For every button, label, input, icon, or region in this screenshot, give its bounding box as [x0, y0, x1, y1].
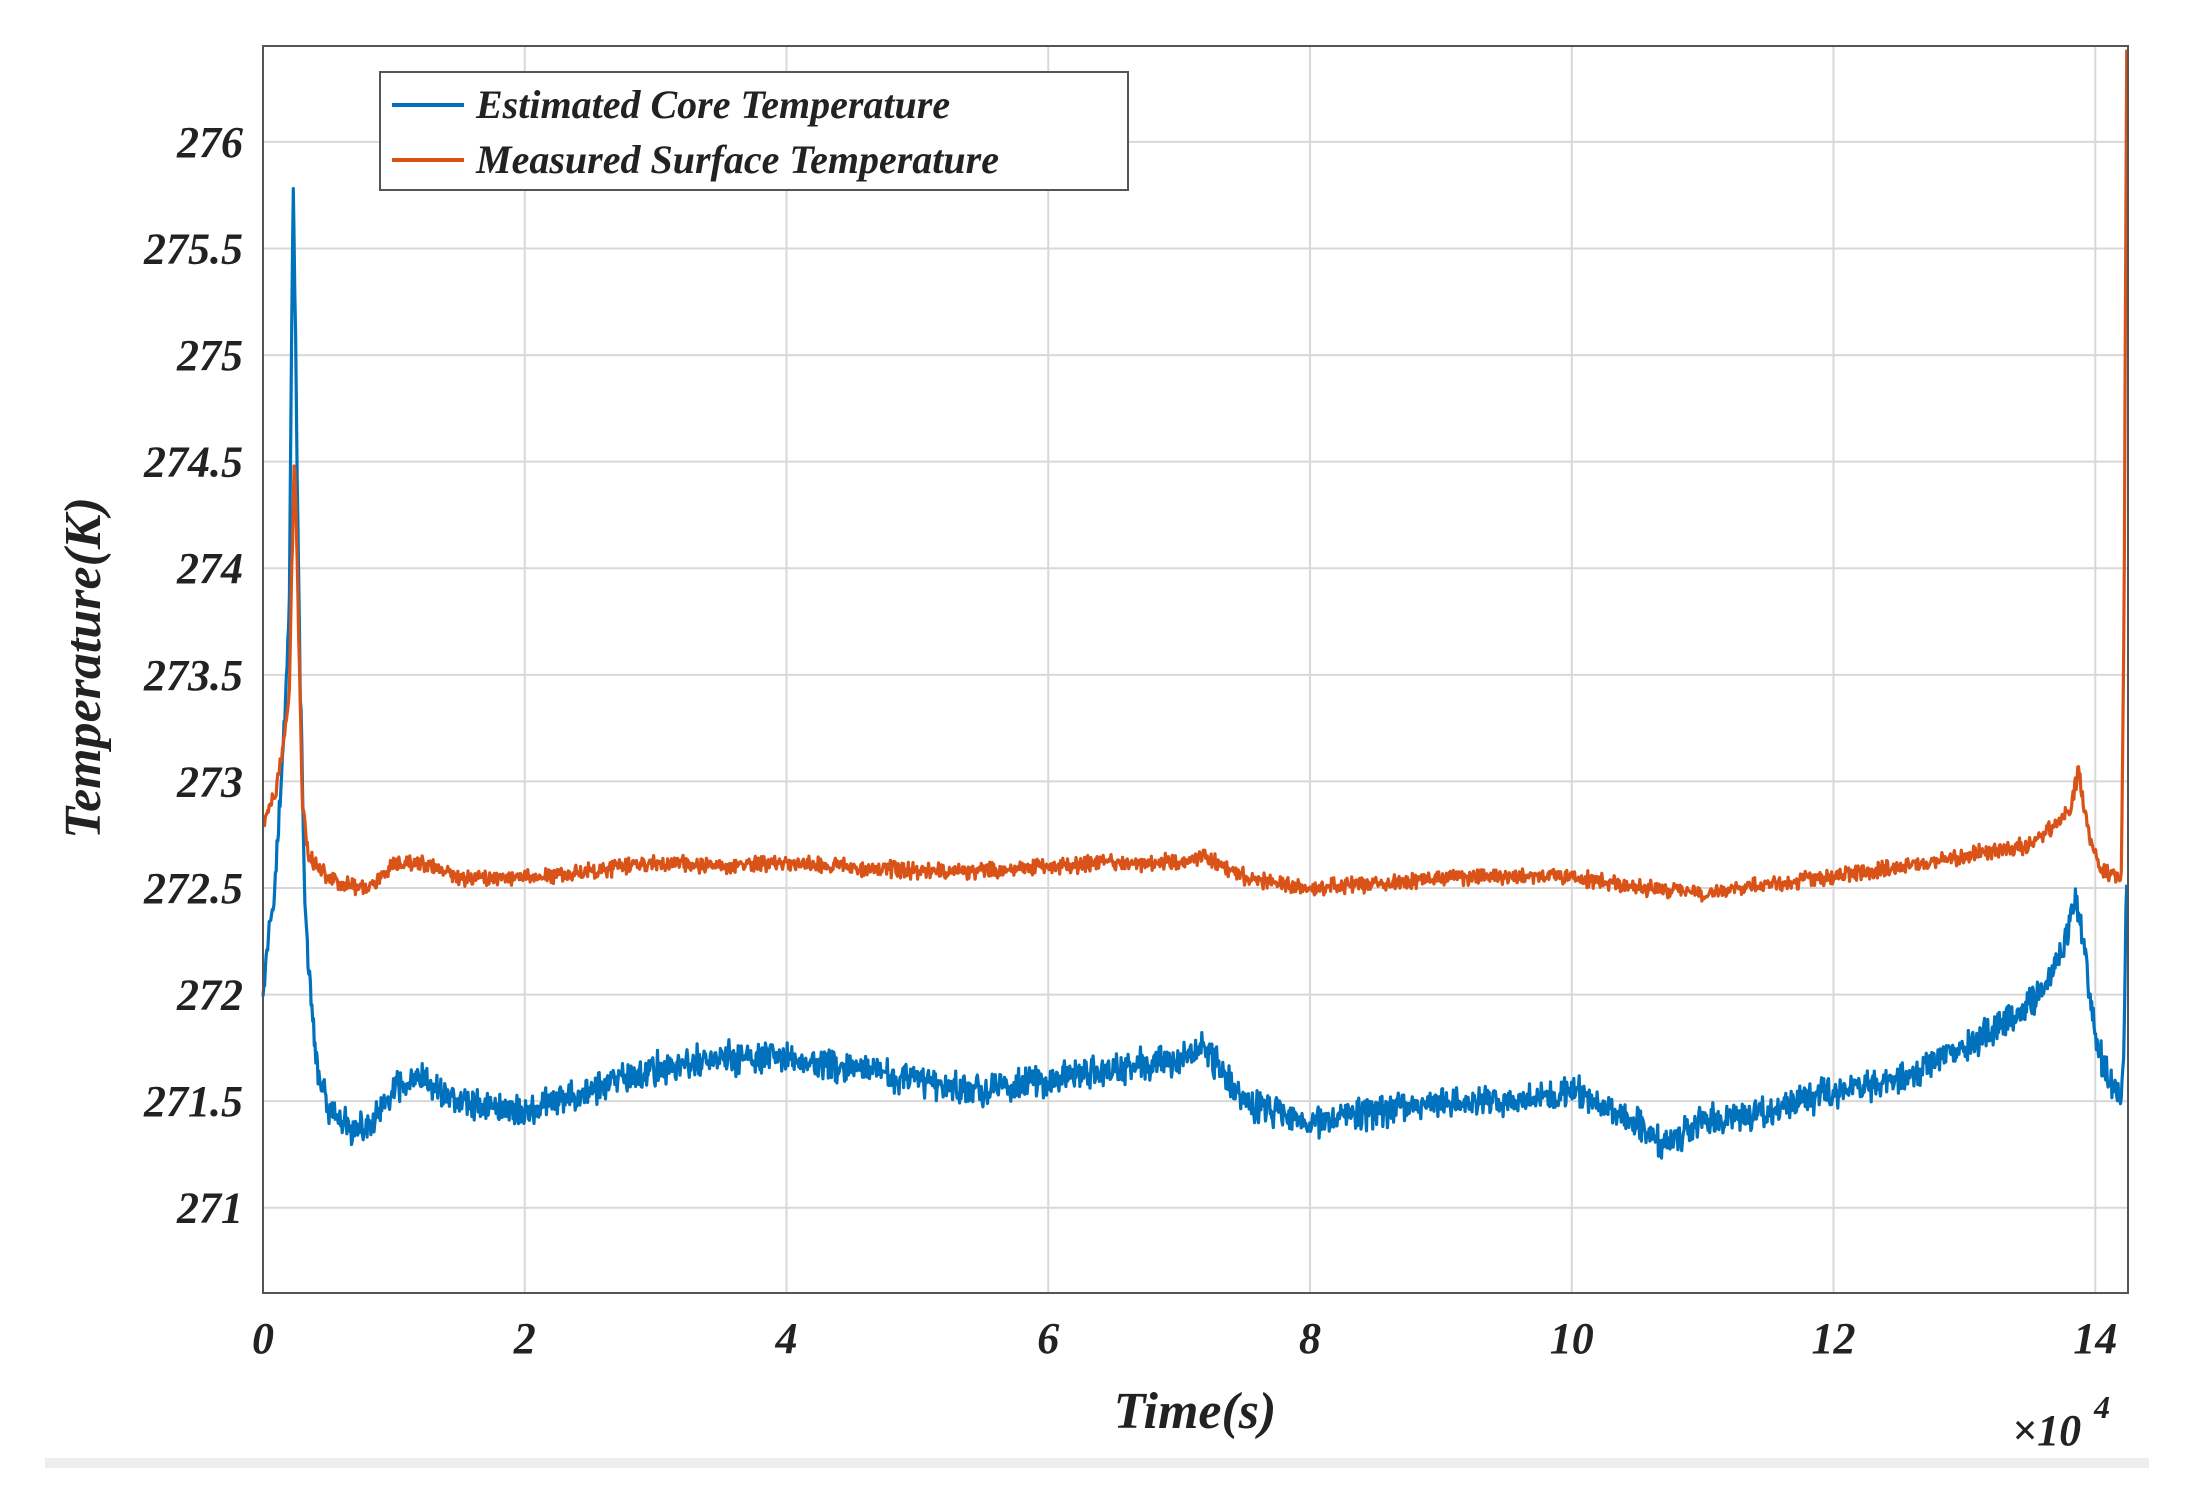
x-tick-labels: 0 2 4 6 8 10 12 14 — [252, 1314, 2117, 1363]
y-tick-label: 273.5 — [143, 651, 243, 700]
x-multiplier-exponent: 4 — [2093, 1389, 2110, 1425]
x-tick-label: 8 — [1299, 1314, 1321, 1363]
y-tick-label: 271 — [176, 1184, 243, 1233]
legend-label-estimated-core-temperature: Estimated Core Temperature — [475, 82, 950, 127]
y-tick-label: 276 — [176, 118, 243, 167]
y-tick-label: 271.5 — [143, 1077, 243, 1126]
y-tick-label: 274.5 — [143, 438, 243, 487]
x-tick-label: 10 — [1550, 1314, 1594, 1363]
x-tick-label: 4 — [775, 1314, 798, 1363]
y-tick-label: 275 — [176, 331, 243, 380]
x-tick-label: 0 — [252, 1314, 274, 1363]
x-multiplier-base: ×10 — [2012, 1406, 2081, 1455]
bottom-edge-band — [45, 1458, 2149, 1468]
y-tick-labels: 271 271.5 272 272.5 273 273.5 274 274.5 275 275.5… — [143, 118, 243, 1233]
legend: Estimated Core Temperature Measured Surf… — [379, 71, 1129, 191]
legend-box — [379, 71, 1129, 191]
y-tick-label: 275.5 — [143, 225, 243, 274]
y-tick-label: 272 — [176, 971, 243, 1020]
x-tick-label: 6 — [1037, 1314, 1059, 1363]
series-line-estimated-core-temperature — [261, 187, 2129, 1160]
x-axis-label: Time(s) — [1114, 1383, 1277, 1440]
plot-frame — [262, 45, 2129, 1294]
legend-label-measured-surface-temperature: Measured Surface Temperature — [475, 137, 999, 182]
y-tick-label: 272.5 — [143, 864, 243, 913]
x-tick-label: 14 — [2073, 1314, 2117, 1363]
y-tick-label: 273 — [176, 757, 243, 806]
x-tick-label: 2 — [513, 1314, 536, 1363]
x-tick-label: 12 — [1812, 1314, 1856, 1363]
data-series — [261, 49, 2129, 1160]
x-multiplier: ×10 4 — [2012, 1389, 2110, 1455]
y-tick-label: 274 — [176, 544, 243, 593]
y-axis-label: Temperature(K) — [55, 497, 112, 839]
series-line-measured-surface-temperature — [262, 49, 2129, 903]
